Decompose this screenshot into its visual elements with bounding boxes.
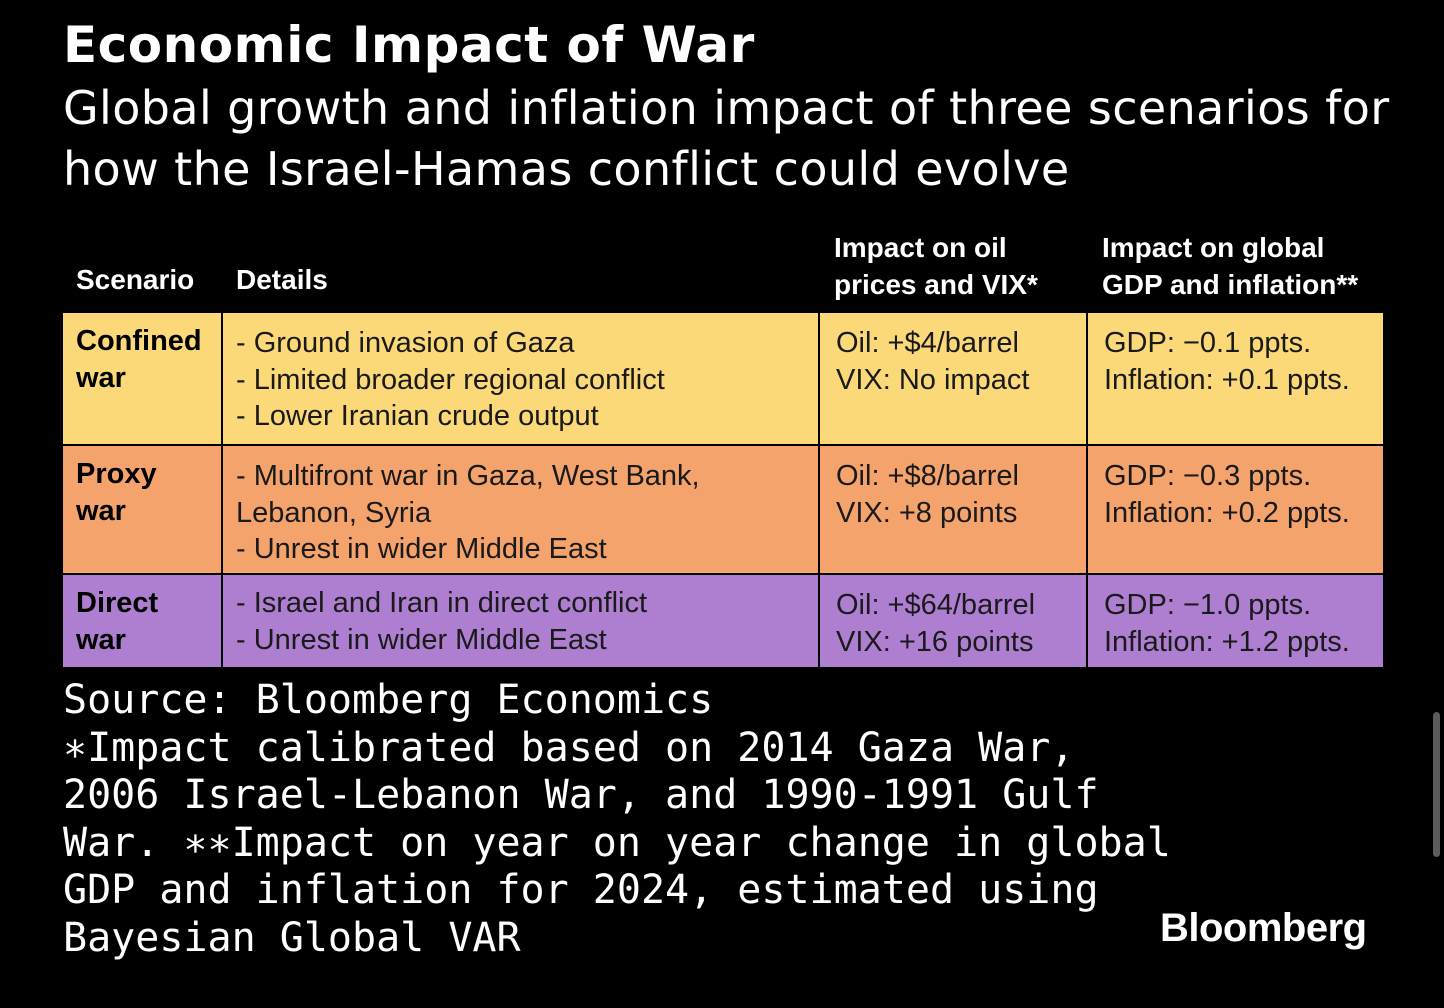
gdp-inflation-cell: GDP: −0.1 ppts. Inflation: +0.1 ppts.	[1086, 313, 1383, 444]
source-note-line: GDP and inflation for 2024, estimated us…	[63, 867, 1099, 914]
column-header-oil-vix: Impact on oil prices and VIX*	[834, 229, 1038, 303]
scenario-cell: Confined war	[63, 313, 221, 444]
vix-impact-value: VIX: +16 points	[836, 625, 1034, 658]
vix-impact-value: VIX: +8 points	[836, 496, 1018, 529]
column-header-oil-vix-line-1: Impact on oil	[834, 232, 1007, 263]
scenario-line: Proxy	[76, 458, 157, 490]
vix-impact-value: VIX: No impact	[836, 363, 1030, 396]
scenario-line: war	[76, 361, 126, 394]
inflation-impact-value: Inflation: +0.1 ppts.	[1104, 363, 1350, 396]
column-header-details: Details	[236, 261, 328, 298]
scenario-line: Confined	[76, 325, 202, 357]
oil-impact-value: Oil: +$64/barrel	[836, 589, 1036, 621]
source-note-line: Bayesian Global VAR	[63, 914, 521, 961]
source-notes: Source: Bloomberg Economics ∗Impact cali…	[63, 677, 1171, 963]
source-note-line: War. ∗∗Impact on year on year change in …	[63, 819, 1171, 866]
scenario-cell: Proxy war	[63, 446, 221, 573]
column-header-gdp-inflation: Impact on global GDP and inflation**	[1102, 229, 1358, 303]
column-header-scenario-line: Scenario	[76, 264, 195, 295]
table-row-confined-war: Confined war - Ground invasion of Gaza -…	[63, 313, 1383, 444]
chart-title: Economic Impact of War	[63, 16, 755, 74]
source-note-line: ∗Impact calibrated based on 2014 Gaza Wa…	[63, 724, 1075, 771]
details-line: - Lower Iranian crude output	[236, 400, 599, 432]
column-header-details-line: Details	[236, 264, 328, 295]
oil-vix-cell: Oil: +$64/barrel VIX: +16 points	[818, 575, 1086, 667]
details-cell: - Israel and Iran in direct conflict - U…	[221, 575, 818, 667]
gdp-impact-value: GDP: −0.1 ppts.	[1104, 327, 1312, 359]
column-header-scenario: Scenario	[76, 261, 194, 298]
gdp-impact-value: GDP: −1.0 ppts.	[1104, 589, 1312, 621]
scenario-line: Direct	[76, 587, 159, 619]
details-line: - Multifront war in Gaza, West Bank,	[236, 460, 700, 492]
inflation-impact-value: Inflation: +0.2 ppts.	[1104, 496, 1350, 529]
gdp-inflation-cell: GDP: −0.3 ppts. Inflation: +0.2 ppts.	[1086, 446, 1383, 573]
details-line: - Limited broader regional conflict	[236, 363, 665, 396]
table-row-direct-war: Direct war - Israel and Iran in direct c…	[63, 573, 1383, 667]
source-note-line: Source: Bloomberg Economics	[63, 677, 714, 723]
inflation-impact-value: Inflation: +1.2 ppts.	[1104, 625, 1350, 658]
gdp-inflation-cell: GDP: −1.0 ppts. Inflation: +1.2 ppts.	[1086, 575, 1383, 667]
oil-impact-value: Oil: +$8/barrel	[836, 460, 1019, 492]
details-cell: - Ground invasion of Gaza - Limited broa…	[221, 313, 818, 444]
scrollbar-thumb[interactable]	[1433, 712, 1440, 857]
scenario-line: war	[76, 494, 126, 527]
details-line: - Israel and Iran in direct conflict	[236, 587, 648, 619]
chart-subtitle: Global growth and inflation impact of th…	[63, 81, 1390, 196]
scenario-line: war	[76, 623, 126, 656]
scenario-cell: Direct war	[63, 575, 221, 667]
details-line: - Unrest in wider Middle East	[236, 623, 607, 656]
table-row-proxy-war: Proxy war - Multifront war in Gaza, West…	[63, 444, 1383, 573]
oil-vix-cell: Oil: +$4/barrel VIX: No impact	[818, 313, 1086, 444]
details-line: - Unrest in wider Middle East	[236, 533, 607, 565]
column-header-gdp-inflation-line-1: Impact on global	[1102, 232, 1325, 263]
oil-vix-cell: Oil: +$8/barrel VIX: +8 points	[818, 446, 1086, 573]
source-note-line: 2006 Israel-Lebanon War, and 1990-1991 G…	[63, 772, 1099, 819]
bloomberg-logo: Bloomberg	[1160, 906, 1367, 950]
column-header-gdp-inflation-line-2: GDP and inflation**	[1102, 269, 1359, 300]
details-cell: - Multifront war in Gaza, West Bank, Leb…	[221, 446, 818, 573]
column-header-oil-vix-line-2: prices and VIX*	[834, 269, 1038, 300]
details-line: Lebanon, Syria	[236, 496, 432, 529]
gdp-impact-value: GDP: −0.3 ppts.	[1104, 460, 1312, 492]
details-line: - Ground invasion of Gaza	[236, 327, 575, 359]
oil-impact-value: Oil: +$4/barrel	[836, 327, 1019, 359]
